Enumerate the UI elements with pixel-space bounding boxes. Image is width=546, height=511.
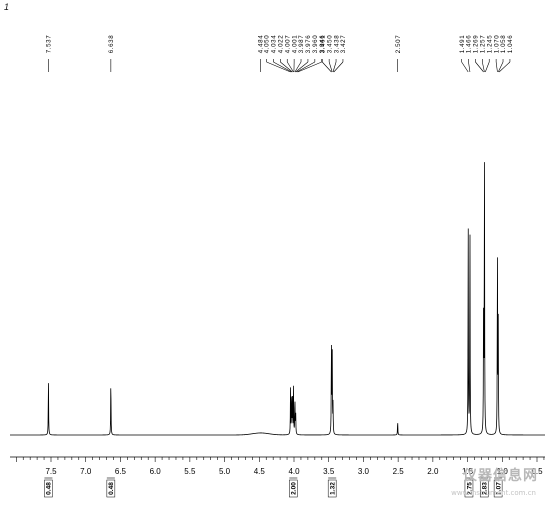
x-tick-label: 6.5 [115,467,127,476]
peak-label: 4.022 [278,35,285,53]
integral-box [44,479,53,498]
peak-label-leader [322,61,332,73]
page-label: 1 [4,2,10,12]
peak-label: 1.257 [480,35,487,53]
peak-label: 4.034 [271,35,278,53]
peak-label: 1.070 [493,35,500,53]
watermark-logo: 仪器信息网 [463,468,538,484]
peak-label: 7.537 [46,35,53,53]
peak-label: 3.946 [319,35,326,53]
integral-box [464,479,474,498]
integral-box [106,479,116,498]
peak-label-leader [495,61,498,73]
peak-label-leader [273,61,292,73]
x-tick-label: 7.5 [45,467,57,476]
peak-label: 3.450 [326,35,333,53]
x-tick-label: 7.0 [80,467,92,476]
spectrum-plot [10,162,545,436]
x-tick-label: 4.5 [254,467,266,476]
peak-label: 3.438 [333,35,340,53]
peak-label-leader [482,61,485,73]
x-tick-label: 5.0 [219,467,231,476]
integral-value: 2.83 [482,482,489,495]
peak-label-leader [280,61,293,73]
peak-label-leader [296,61,315,73]
peak-label: 3.461 [319,35,326,53]
x-tick-label: 4.0 [288,467,300,476]
peak-label-leader [295,61,309,73]
integral-box [493,479,503,498]
integral-value: 1.32 [329,482,336,495]
peak-label: 1.269 [473,35,480,53]
peak-label: 4.484 [258,35,265,53]
spectrum-trace [10,162,545,436]
peak-label-leader [286,61,294,73]
peak-label-leader [297,61,322,73]
peak-label: 4.050 [264,35,271,53]
peak-label-leader [461,61,469,73]
peak-label-leader [498,61,511,73]
x-tick-label: 1.0 [497,467,509,476]
integral-box [327,479,337,498]
integral-value: 0.48 [108,482,115,495]
watermark-url: www.instrument.com.cn [451,489,536,497]
peak-labels: 7.537 6.638 4.484 4.050 4.034 4.022 4.007 4.001… [46,35,514,73]
x-tick-label: 5.5 [184,467,196,476]
peak-label-leader [484,61,490,73]
peak-label-leader [475,61,484,73]
peak-label-leader [333,61,344,73]
x-tick-label: 1.5 [462,467,474,476]
x-tick-label: 0.5 [531,467,543,476]
peak-label: 2.507 [395,35,402,53]
x-tick-label: 3.0 [358,467,370,476]
peak-label: 1.245 [486,35,493,53]
peak-label: 3.987 [298,35,305,53]
integral-box [289,479,298,498]
peak-label-leader [294,61,302,73]
integral-value: 0.48 [46,482,53,495]
peak-label-leader [266,61,291,73]
peak-label: 6.638 [108,35,115,53]
integral-value: 2.75 [466,482,473,495]
peak-label: 1.466 [466,35,473,53]
peak-label: 1.058 [500,35,507,53]
integral-value: 2.00 [291,482,298,495]
peak-label: 1.491 [459,35,466,53]
peak-label-leader [328,61,333,73]
x-tick-label: 2.0 [427,467,439,476]
peak-label: 3.976 [305,35,312,53]
peak-label: 1.046 [507,35,514,53]
x-tick-label: 2.5 [393,467,405,476]
peak-label: 3.960 [312,35,319,53]
integral-value: 1.07 [495,482,502,495]
peak-label-leader [332,61,337,73]
peak-label: 4.007 [284,35,291,53]
integral-box [479,479,489,498]
x-tick-label: 3.5 [323,467,335,476]
peak-label-leader [497,61,504,73]
integrals: 0.48 0.48 2.00 1.32 2.75 2.83 1.07 [44,477,503,498]
peak-label: 3.427 [340,35,347,53]
x-tick-label: 6.0 [150,467,162,476]
x-axis: 7.5 7.0 6.5 6.0 5.5 5.0 4.5 4.0 3.5 3.0 2.5 2.0 1.5 1… [10,456,545,476]
peak-label: 4.001 [291,35,298,53]
peak-label-leader [468,61,471,73]
